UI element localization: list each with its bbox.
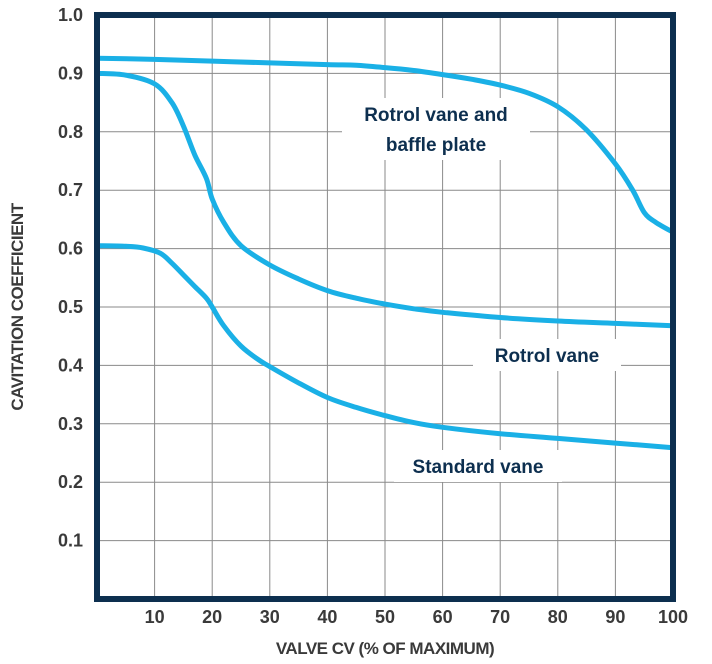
y-axis-ticks: 0.1 0.2 0.3 0.4 0.5 0.6 0.7 0.8 0.9 1.0 [58,5,83,551]
x-tick-label: 70 [490,607,510,627]
x-axis-label: VALVE CV (% OF MAXIMUM) [276,639,494,658]
x-tick-label: 30 [260,607,280,627]
series-label: Rotrol vane [495,346,600,367]
x-tick-label: 40 [317,607,337,627]
y-tick-label: 0.6 [58,239,83,259]
x-tick-label: 60 [433,607,453,627]
x-tick-label: 50 [375,607,395,627]
y-tick-label: 0.2 [58,472,83,492]
y-tick-label: 0.3 [58,414,83,434]
x-tick-label: 20 [202,607,222,627]
y-tick-label: 0.8 [58,122,83,142]
y-tick-label: 0.1 [58,531,83,551]
y-tick-label: 1.0 [58,5,83,25]
series-line-2 [94,70,676,329]
x-axis-ticks: 10 20 30 40 50 60 70 80 90 100 [145,607,688,627]
y-tick-label: 0.5 [58,297,83,317]
x-tick-label: 100 [658,607,688,627]
series-line-1 [94,55,676,235]
x-tick-label: 90 [605,607,625,627]
series-label-bg [394,450,562,482]
x-tick-label: 10 [145,607,165,627]
series-label-bg [342,98,530,160]
y-tick-label: 0.9 [58,63,83,83]
plot-frame [94,12,676,602]
series-label: Standard vane [413,457,544,478]
y-tick-label: 0.7 [58,180,83,200]
y-axis-label: CAVITATION COEFFICIENT [8,202,27,410]
x-tick-label: 80 [548,607,568,627]
y-tick-label: 0.4 [58,355,83,375]
series-label: Rotrol vane and [364,105,508,126]
series-labels: Rotrol vane and baffle plate Rotrol vane St… [342,98,621,482]
series-label: baffle plate [386,135,486,156]
series-label-bg [473,339,621,371]
series-lines [94,55,676,451]
series-line-3 [94,243,676,451]
